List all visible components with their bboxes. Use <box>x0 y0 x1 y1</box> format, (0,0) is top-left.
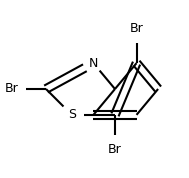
Text: Br: Br <box>5 82 18 96</box>
Text: Br: Br <box>130 22 143 35</box>
Text: S: S <box>68 108 76 121</box>
Text: N: N <box>89 57 98 70</box>
Text: Br: Br <box>108 143 122 156</box>
